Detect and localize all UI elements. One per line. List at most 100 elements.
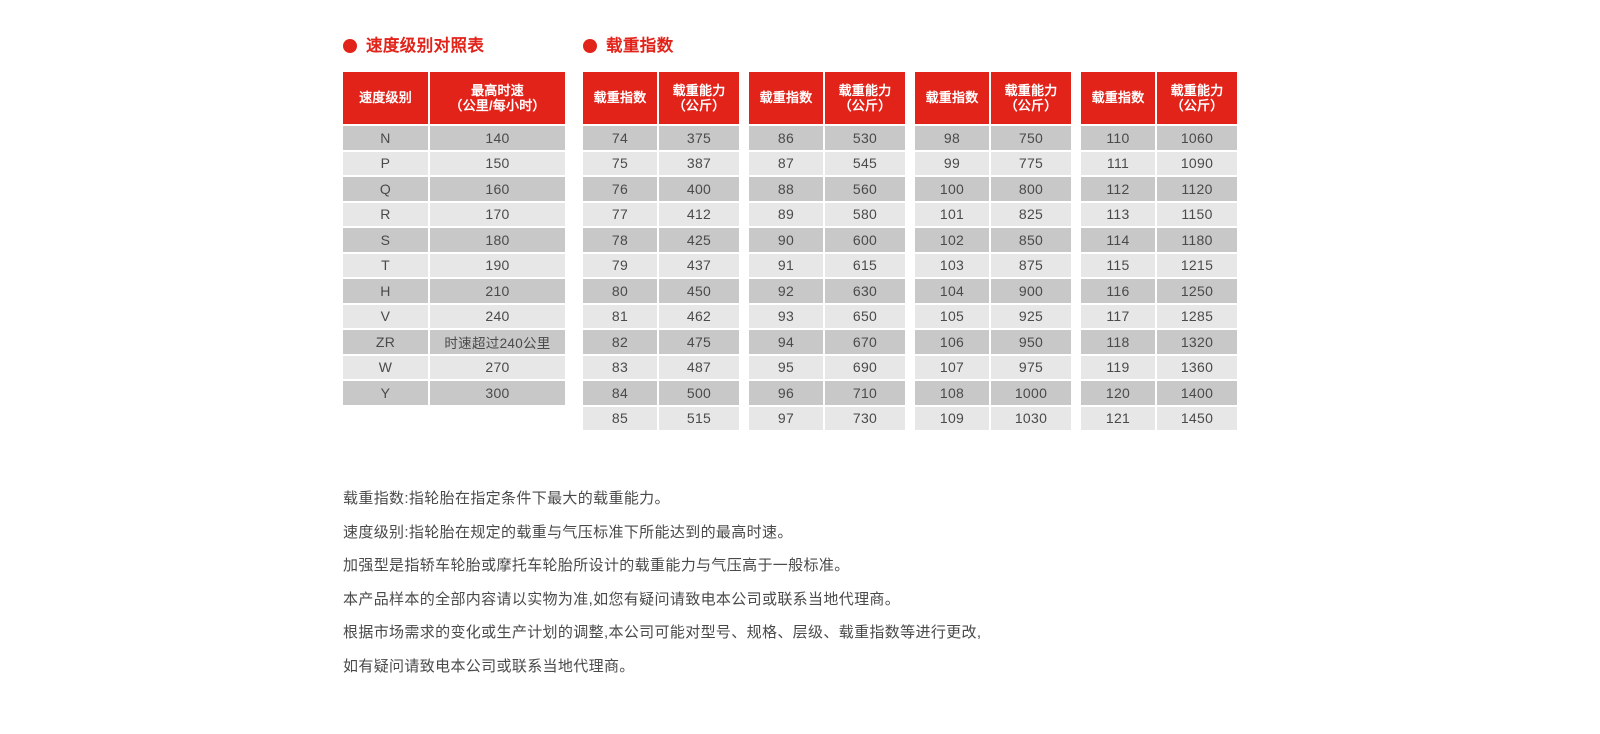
speed-table-heading: 速度级别对照表 — [366, 37, 485, 55]
load-index-cell: 103 — [915, 253, 989, 277]
load-header-capacity-main-3: 载重能力 — [1004, 82, 1058, 98]
column-group-gap — [1073, 406, 1079, 430]
speed-value-cell: 160 — [430, 177, 565, 201]
speed-value-cell: 150 — [430, 151, 565, 175]
load-index-cell: 94 — [749, 330, 823, 354]
load-index-cell: 82 — [583, 330, 657, 354]
load-header-capacity-unit-4: （公斤） — [1170, 98, 1224, 113]
load-capacity-cell: 1250 — [1157, 279, 1237, 303]
load-table-row: 84 500 96 710 108 1000 120 1400 — [583, 381, 1237, 405]
column-group-gap — [907, 304, 913, 328]
load-header-capacity-2: 载重能力 （公斤） — [825, 72, 905, 124]
speed-grade-cell: V — [343, 304, 428, 328]
speed-table-row: P 150 — [343, 151, 565, 175]
load-capacity-cell: 850 — [991, 228, 1071, 252]
column-group-gap — [907, 151, 913, 175]
load-table-heading: 载重指数 — [606, 37, 674, 55]
speed-grade-cell: S — [343, 228, 428, 252]
load-index-cell: 107 — [915, 355, 989, 379]
speed-value-cell: 时速超过240公里 — [430, 330, 565, 354]
speed-header-max-speed-main: 最高时速 — [471, 82, 524, 98]
speed-table-row: H 210 — [343, 279, 565, 303]
load-index-cell: 112 — [1081, 177, 1155, 201]
load-table-row: 81 462 93 650 105 925 117 1285 — [583, 304, 1237, 328]
load-index-cell: 98 — [915, 126, 989, 150]
load-capacity-cell: 800 — [991, 177, 1071, 201]
speed-grade-cell: ZR — [343, 330, 428, 354]
load-capacity-cell: 1450 — [1157, 406, 1237, 430]
column-group-gap — [907, 177, 913, 201]
speed-rating-table-container: 速度级别 最高时速 （公里/每小时） N 140 P 150 Q 160 R 170 S 180 T… — [341, 70, 567, 407]
load-capacity-cell: 1150 — [1157, 202, 1237, 226]
load-header-row: 载重指数 载重能力 （公斤） 载重指数 载重能力 （公斤） 载重指数 载重能力 — [583, 72, 1237, 124]
footnote-line: 载重指数:指轮胎在指定条件下最大的载重能力。 — [343, 490, 670, 507]
column-group-gap — [741, 228, 747, 252]
speed-value-cell: 300 — [430, 381, 565, 405]
load-header-capacity-main-2: 载重能力 — [838, 82, 892, 98]
speed-header-max-speed-unit: （公里/每小时） — [449, 98, 546, 113]
load-capacity-cell: 1215 — [1157, 253, 1237, 277]
footnotes: 载重指数:指轮胎在指定条件下最大的载重能力。 速度级别:指轮胎在规定的载重与气压标… — [343, 482, 1443, 683]
footnote-line: 本产品样本的全部内容请以实物为准,如您有疑问请致电本公司或联系当地代理商。 — [343, 590, 901, 608]
speed-table-row: Q 160 — [343, 177, 565, 201]
load-capacity-cell: 1030 — [991, 406, 1071, 430]
load-index-cell: 89 — [749, 202, 823, 226]
speed-table-row: ZR 时速超过240公里 — [343, 330, 565, 354]
column-group-gap — [907, 72, 913, 124]
load-header-index-1: 载重指数 — [583, 72, 657, 124]
load-index-cell: 106 — [915, 330, 989, 354]
column-group-gap — [1073, 304, 1079, 328]
speed-header-row: 速度级别 最高时速 （公里/每小时） — [343, 72, 565, 124]
column-group-gap — [1073, 151, 1079, 175]
load-table-row: 77 412 89 580 101 825 113 1150 — [583, 202, 1237, 226]
load-header-capacity-3: 载重能力 （公斤） — [991, 72, 1071, 124]
load-header-capacity-unit-1: （公斤） — [672, 98, 726, 113]
speed-value-cell: 180 — [430, 228, 565, 252]
load-capacity-cell: 710 — [825, 381, 905, 405]
load-index-cell: 81 — [583, 304, 657, 328]
load-table-body: 74 375 86 530 98 750 110 1060 75 387 87 545 99 775 111… — [583, 126, 1237, 430]
load-capacity-cell: 425 — [659, 228, 739, 252]
footnote-line: 根据市场需求的变化或生产计划的调整,本公司可能对型号、规格、层级、载重指数等进行… — [343, 624, 982, 641]
speed-grade-cell: T — [343, 253, 428, 277]
column-group-gap — [741, 253, 747, 277]
column-group-gap — [741, 330, 747, 354]
load-capacity-cell: 975 — [991, 355, 1071, 379]
load-capacity-cell: 412 — [659, 202, 739, 226]
column-group-gap — [1073, 126, 1079, 150]
load-capacity-cell: 730 — [825, 406, 905, 430]
load-capacity-cell: 462 — [659, 304, 739, 328]
column-group-gap — [907, 202, 913, 226]
column-group-gap — [741, 381, 747, 405]
column-group-gap — [907, 279, 913, 303]
load-table-row: 82 475 94 670 106 950 118 1320 — [583, 330, 1237, 354]
load-capacity-cell: 1090 — [1157, 151, 1237, 175]
load-index-cell: 90 — [749, 228, 823, 252]
load-capacity-cell: 545 — [825, 151, 905, 175]
load-capacity-cell: 1120 — [1157, 177, 1237, 201]
load-table-head: 载重指数 载重能力 （公斤） 载重指数 载重能力 （公斤） 载重指数 载重能力 — [583, 72, 1237, 124]
column-group-gap — [907, 355, 913, 379]
load-capacity-cell: 1060 — [1157, 126, 1237, 150]
load-header-index-3: 载重指数 — [915, 72, 989, 124]
load-index-cell: 114 — [1081, 228, 1155, 252]
load-index-cell: 119 — [1081, 355, 1155, 379]
load-index-cell: 120 — [1081, 381, 1155, 405]
load-index-cell: 75 — [583, 151, 657, 175]
speed-grade-cell: Y — [343, 381, 428, 405]
column-group-gap — [741, 406, 747, 430]
load-capacity-cell: 450 — [659, 279, 739, 303]
column-group-gap — [1073, 355, 1079, 379]
load-table-row: 85 515 97 730 109 1030 121 1450 — [583, 406, 1237, 430]
footnote-line: 加强型是指轿车轮胎或摩托车轮胎所设计的载重能力与气压高于一般标准。 — [343, 557, 850, 574]
load-capacity-cell: 400 — [659, 177, 739, 201]
load-header-index-4: 载重指数 — [1081, 72, 1155, 124]
load-index-cell: 100 — [915, 177, 989, 201]
load-index-cell: 110 — [1081, 126, 1155, 150]
load-capacity-cell: 825 — [991, 202, 1071, 226]
load-table-row: 83 487 95 690 107 975 119 1360 — [583, 355, 1237, 379]
speed-table-row: N 140 — [343, 126, 565, 150]
red-dot-icon — [583, 39, 597, 54]
column-group-gap — [1073, 279, 1079, 303]
load-index-cell: 92 — [749, 279, 823, 303]
